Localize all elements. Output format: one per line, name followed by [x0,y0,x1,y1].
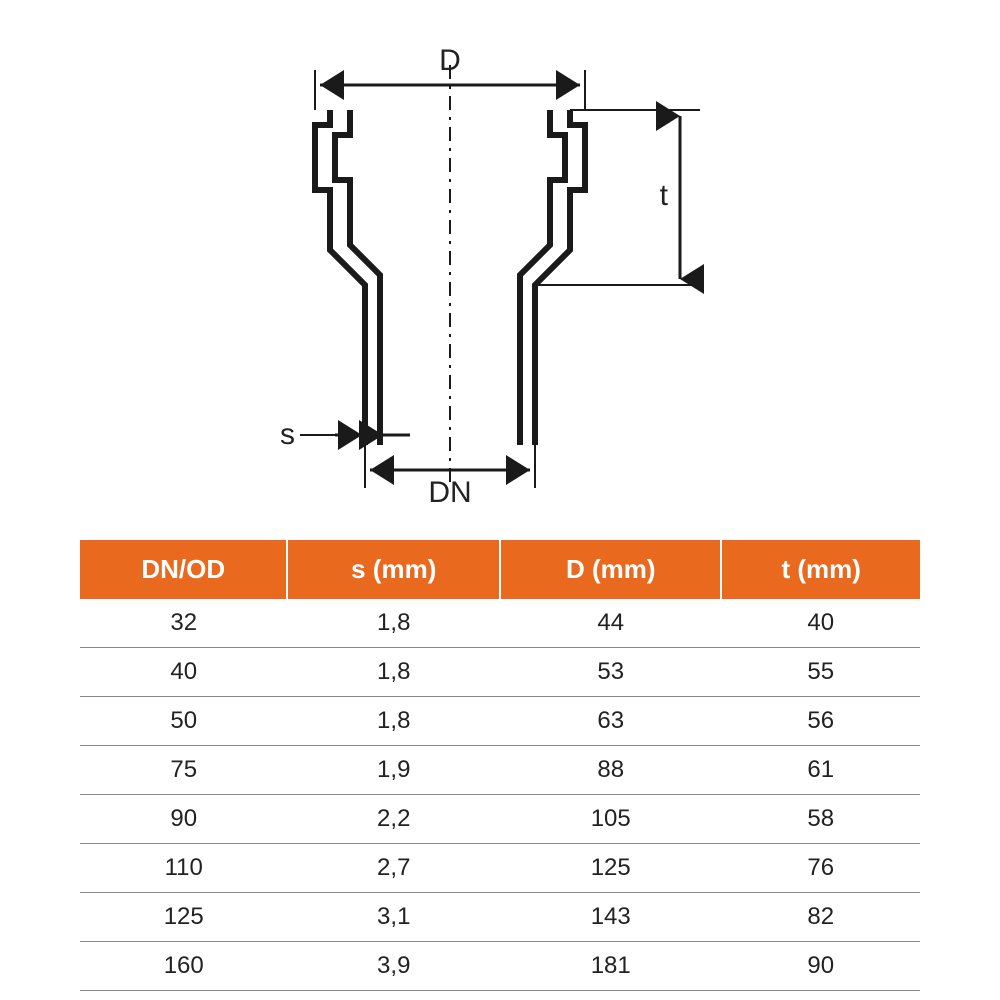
pipe-diagram-svg: D t DN s [200,30,800,510]
table-row: 401,85355 [80,648,920,697]
table-cell: 181 [500,942,721,991]
table-cell: 2,2 [287,795,500,844]
table-cell: 125 [80,893,287,942]
table-header-row: DN/ODs (mm)D (mm)t (mm) [80,540,920,599]
table-cell: 44 [500,599,721,648]
table-header-cell: D (mm) [500,540,721,599]
label-t: t [660,179,669,212]
table-body: 321,84440401,85355501,86356751,98861902,… [80,599,920,991]
table-header-cell: DN/OD [80,540,287,599]
table-cell: 40 [721,599,920,648]
table-cell: 143 [500,893,721,942]
table-cell: 76 [721,844,920,893]
table-cell: 75 [80,746,287,795]
table-cell: 58 [721,795,920,844]
table-header-cell: t (mm) [721,540,920,599]
table-cell: 1,8 [287,697,500,746]
table-cell: 88 [500,746,721,795]
table-cell: 82 [721,893,920,942]
table-cell: 160 [80,942,287,991]
table-cell: 53 [500,648,721,697]
dimensions-table: DN/ODs (mm)D (mm)t (mm) 321,84440401,853… [80,540,920,991]
table-cell: 55 [721,648,920,697]
table-row: 321,84440 [80,599,920,648]
table-cell: 1,8 [287,648,500,697]
table-header-cell: s (mm) [287,540,500,599]
table-cell: 1,9 [287,746,500,795]
table-cell: 56 [721,697,920,746]
label-dn: DN [428,476,471,509]
table-cell: 2,7 [287,844,500,893]
table-cell: 1,8 [287,599,500,648]
table-cell: 105 [500,795,721,844]
table-row: 501,86356 [80,697,920,746]
table-row: 1253,114382 [80,893,920,942]
table-cell: 90 [721,942,920,991]
table-cell: 3,1 [287,893,500,942]
table-cell: 32 [80,599,287,648]
table-cell: 61 [721,746,920,795]
label-d: D [439,44,461,77]
label-s: s [280,418,295,451]
table-cell: 125 [500,844,721,893]
table-cell: 63 [500,697,721,746]
table-row: 1603,918190 [80,942,920,991]
table-row: 751,98861 [80,746,920,795]
table-row: 1102,712576 [80,844,920,893]
table-cell: 40 [80,648,287,697]
table-cell: 3,9 [287,942,500,991]
table-row: 902,210558 [80,795,920,844]
table-cell: 90 [80,795,287,844]
table-cell: 50 [80,697,287,746]
dimensions-table-wrapper: DN/ODs (mm)D (mm)t (mm) 321,84440401,853… [80,540,920,991]
pipe-diagram: D t DN s [200,30,800,510]
table-cell: 110 [80,844,287,893]
